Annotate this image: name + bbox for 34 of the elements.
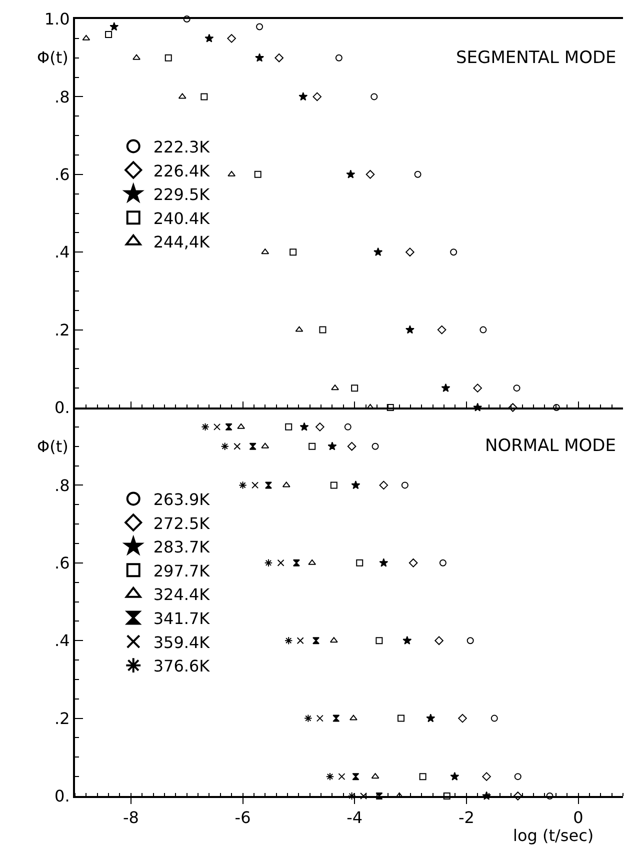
legend-label: 240.4K	[153, 208, 210, 228]
y-tick-label: .2	[54, 708, 70, 728]
legend-label: 244,4K	[153, 232, 210, 252]
legend-label: 229.5K	[153, 185, 210, 204]
legend-label: 324.4K	[153, 585, 210, 604]
y-tick-label: .8	[54, 476, 70, 495]
x-tick-label: -2	[458, 808, 474, 828]
legend-label: 297.7K	[153, 561, 210, 580]
y-axis-title: Φ(t)	[37, 437, 68, 456]
legend-label: 263.9K	[153, 490, 210, 509]
y-tick-label: .4	[54, 631, 70, 650]
legend-label: 376.6K	[153, 656, 210, 676]
x-axis-title: log (t/sec)	[513, 826, 594, 845]
legend-label: 341.7K	[153, 608, 210, 628]
legend-label: 272.5K	[153, 514, 210, 533]
y-tick-label: .6	[54, 165, 70, 184]
x-tick-label: -6	[234, 808, 251, 828]
text: NORMAL MODE	[485, 436, 616, 456]
legend-label: 226.4K	[153, 161, 210, 180]
y-tick-label: .6	[54, 554, 70, 572]
y-tick-label: 1.0	[44, 10, 70, 29]
legend-label: 222.3K	[153, 137, 210, 156]
x-tick-label: -8	[122, 808, 139, 828]
y-tick-label: 0.	[54, 786, 70, 806]
y-axis-title: Φ(t)	[37, 48, 68, 67]
text: SEGMENTAL MODE	[456, 48, 616, 68]
x-tick-label: 0	[573, 808, 584, 828]
legend-label: 359.4K	[153, 632, 210, 652]
y-tick-label: .8	[54, 87, 70, 106]
x-tick-label: -4	[346, 808, 363, 828]
legend-label: 283.7K	[153, 538, 210, 557]
y-tick-label: 0.	[54, 398, 70, 418]
y-tick-label: .2	[54, 320, 70, 340]
y-tick-label: .4	[54, 242, 70, 262]
